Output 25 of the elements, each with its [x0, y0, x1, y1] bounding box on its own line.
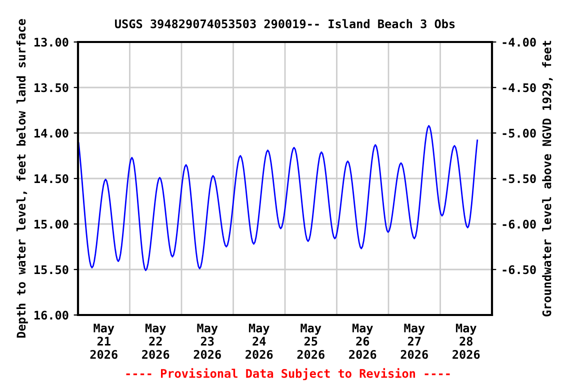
x-tick-label: May 27 2026	[400, 324, 428, 359]
y-tick-label: 14.50	[34, 174, 68, 184]
chart-title: USGS 394829074053503 290019-- Island Beach 3 Obs	[115, 19, 455, 28]
y2-tick-label: -5.00	[502, 128, 536, 138]
x-tick-label: May 28 2026	[452, 324, 480, 359]
y-tick-label: 15.50	[34, 265, 68, 274]
y2-tick-label: -6.00	[502, 220, 536, 229]
y-tick-label: 15.00	[34, 220, 68, 229]
y2-axis-title: Groundwater level above NGVD 1929, feet	[542, 40, 553, 316]
x-tick-label: May 24 2026	[246, 324, 273, 359]
x-tick-label: May 22 2026	[142, 324, 170, 359]
x-tick-label: May 25 2026	[297, 324, 324, 359]
y-tick-label: 13.50	[34, 83, 68, 92]
y2-tick-label: -4.00	[502, 38, 536, 47]
y-tick-label: 16.00	[34, 310, 68, 320]
x-tick-label: May 26 2026	[349, 324, 376, 359]
text: ---- Provisional Data Subject to Revision ----	[126, 368, 450, 380]
y2-tick-label: -5.50	[502, 174, 536, 184]
y-tick-label: 13.00	[34, 38, 68, 47]
y2-tick-label: -6.50	[502, 265, 536, 274]
x-tick-label: May 23 2026	[194, 324, 221, 359]
x-tick-label: May 21 2026	[90, 324, 118, 359]
y-tick-label: 14.00	[34, 128, 68, 138]
y2-tick-label: -4.50	[502, 83, 536, 92]
y-axis-title: Depth to water level, feet below land surface	[16, 19, 28, 338]
